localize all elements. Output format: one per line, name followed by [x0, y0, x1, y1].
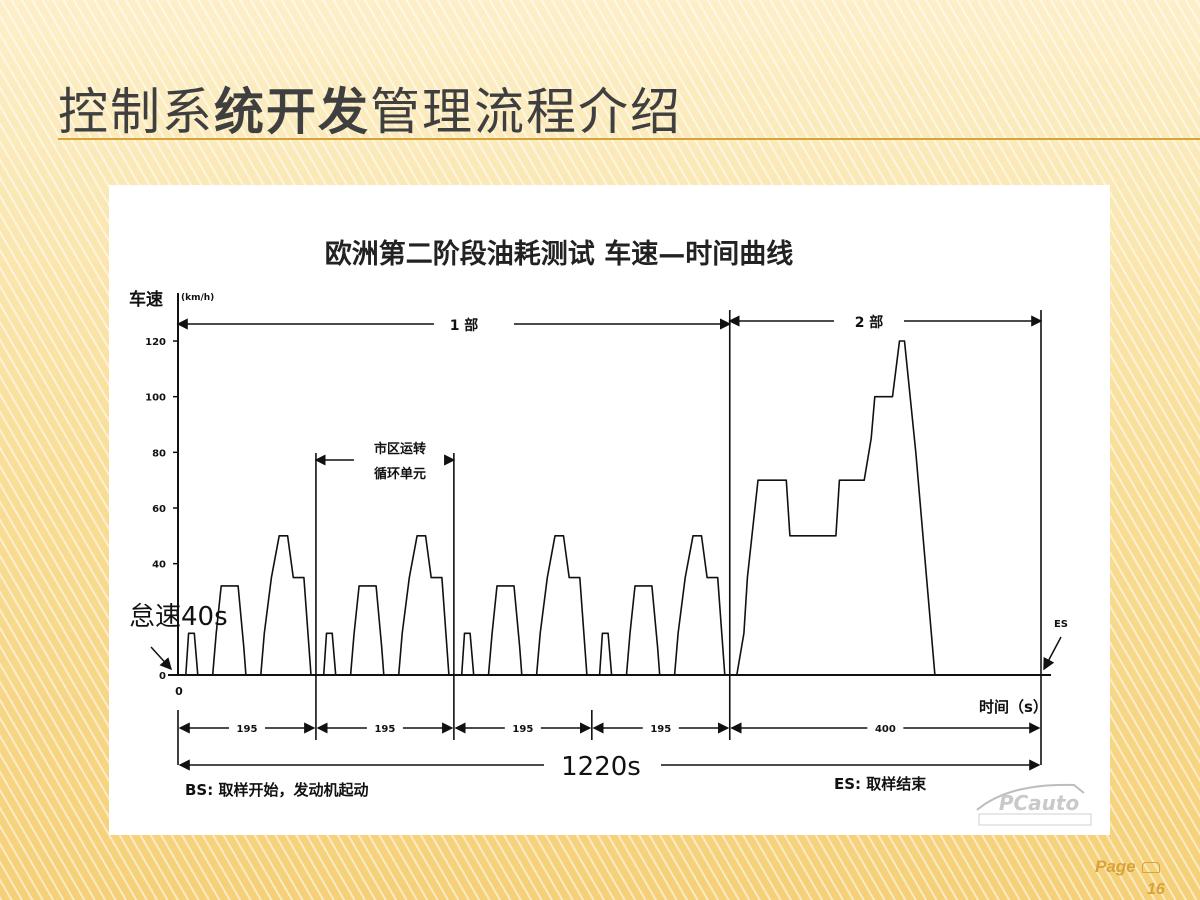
- page-number: 16: [1147, 881, 1165, 898]
- y-tick-label: 80: [152, 448, 166, 459]
- speed-trace-line: [178, 340, 1041, 676]
- title-underline: [58, 138, 1200, 140]
- segment-duration-label: 195: [650, 724, 671, 735]
- segment-label-bg: [366, 719, 403, 735]
- urban-unit-label-line2: 循环单元: [374, 466, 426, 482]
- page-label-text: Page: [1095, 857, 1136, 876]
- segment-duration-label: 400: [875, 724, 896, 735]
- es-note: ES: 取样结束: [834, 775, 927, 793]
- y-axis-label: 车速: [129, 289, 163, 310]
- chart-title: 欧洲第二阶段油耗测试 车速—时间曲线: [325, 238, 793, 270]
- y-axis-unit: (km/h): [181, 293, 214, 303]
- title-part-1: 控制系: [58, 83, 214, 141]
- segment-label-bg: [228, 719, 265, 735]
- bs-note: BS: 取样开始，发动机起动: [185, 781, 368, 799]
- part-1-label: 1 部: [450, 317, 479, 334]
- segment-duration-label: 195: [374, 724, 395, 735]
- page-label: Page: [1095, 857, 1161, 876]
- es-label: ES: [1054, 619, 1068, 630]
- segment-duration-label: 195: [512, 724, 533, 735]
- y-tick-label: 0: [159, 671, 166, 682]
- urban-unit-label-line1: 市区运转: [374, 441, 426, 457]
- y-tick-label: 40: [152, 560, 166, 571]
- speed-time-chart: 0 40 60 80 100 120 195 195 195 195 400 欧洲第二阶段油耗测试 车…: [129, 238, 1092, 826]
- y-tick-label: 120: [145, 337, 166, 348]
- segment-label-bg: [867, 719, 904, 735]
- part-2-label: 2 部: [855, 314, 884, 331]
- idle-annotation: 怠速40s: [129, 602, 228, 632]
- pcauto-watermark: PCauto: [976, 783, 1092, 826]
- es-pointer-arrow: [1043, 636, 1062, 671]
- slide-title: 控制系统开发管理流程介绍: [58, 82, 682, 142]
- x-axis-label: 时间（s）: [979, 698, 1048, 716]
- watermark-text: PCauto: [999, 791, 1080, 815]
- chart-panel: 0 40 60 80 100 120 195 195 195 195 400 欧洲第二阶段油耗测试 车…: [109, 185, 1110, 835]
- y-tick-label: 100: [145, 393, 166, 404]
- total-duration-label: 1220s: [561, 752, 641, 782]
- title-part-3: 管理流程介绍: [370, 83, 682, 141]
- y-tick-label: 60: [152, 504, 166, 515]
- page-icon: [1142, 862, 1161, 874]
- title-part-2: 统开发: [214, 83, 370, 141]
- segment-duration-label: 195: [237, 724, 258, 735]
- x-origin-label: 0: [175, 685, 183, 698]
- segment-label-bg: [504, 719, 541, 735]
- bs-pointer-arrow: [150, 646, 173, 671]
- segment-label-bg: [642, 719, 679, 735]
